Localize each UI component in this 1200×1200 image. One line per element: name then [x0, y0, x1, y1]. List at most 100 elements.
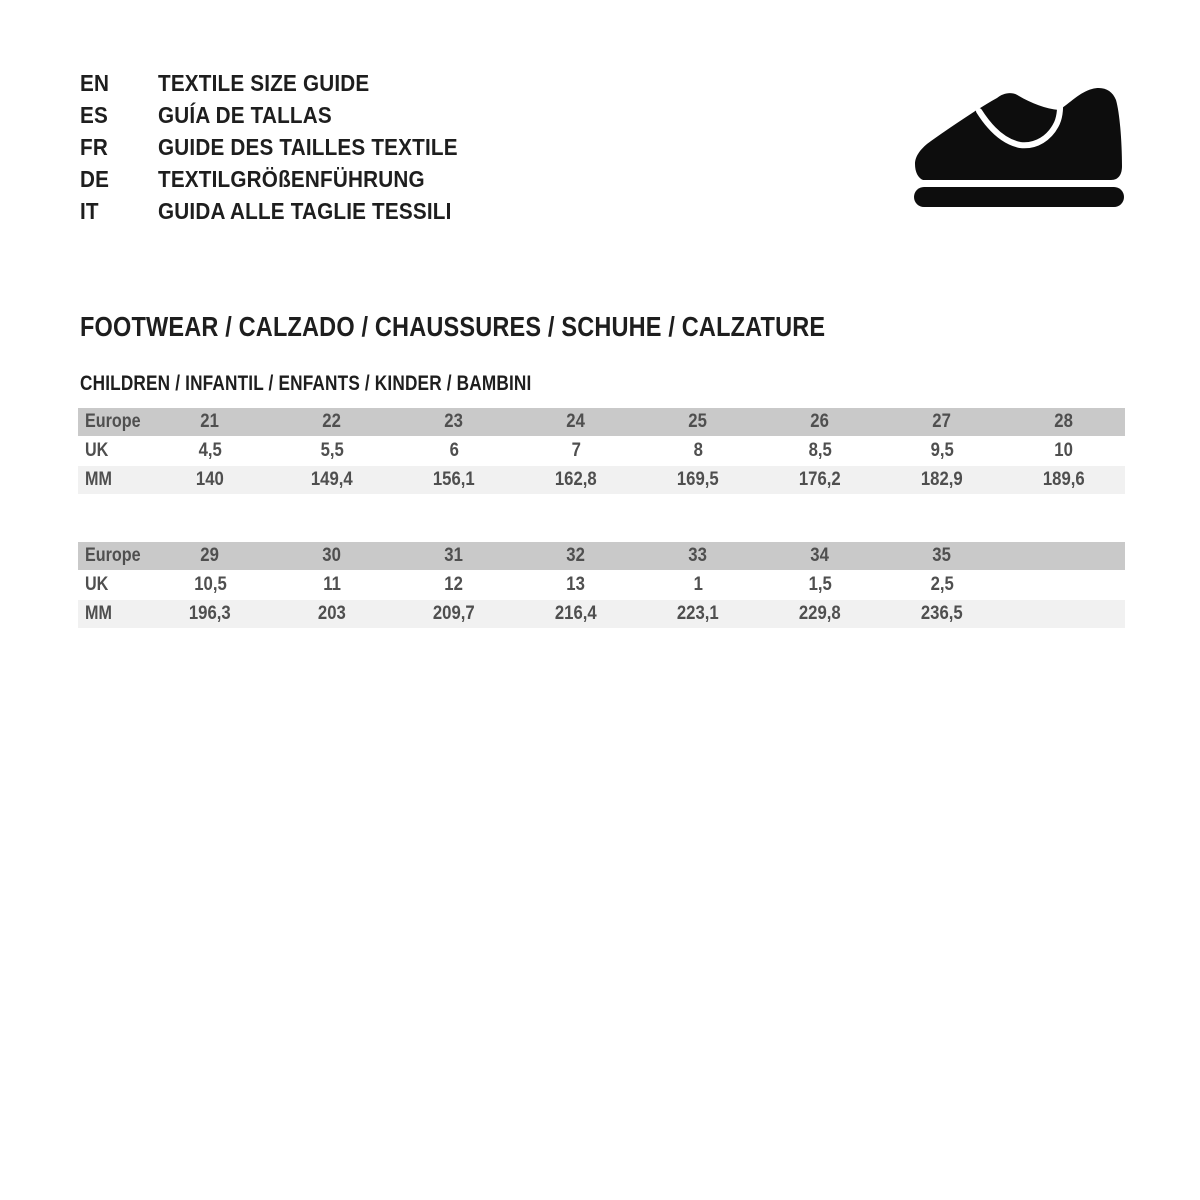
size-row-mm: MM 140 149,4 156,1 162,8 169,5 176,2 182,9 189,6	[78, 466, 1125, 494]
size-cell-text: 4,5	[198, 440, 222, 461]
language-row-it: IT GUIDA ALLE TAGLIE TESSILI	[80, 195, 491, 227]
size-cell: 216,4	[515, 600, 637, 628]
size-cell: 21	[149, 408, 271, 437]
size-cell-text: 176,2	[799, 469, 841, 490]
size-cell-text: 21	[200, 411, 220, 432]
size-cell: 22	[271, 408, 393, 437]
size-cell-text: 10	[1054, 440, 1074, 461]
language-code: DE	[80, 165, 110, 192]
size-cell: 140	[149, 466, 271, 494]
size-cell-text: 26	[810, 411, 830, 432]
size-cell-text: 22	[322, 411, 342, 432]
size-cell-text: 229,8	[799, 603, 841, 624]
size-cell: 176,2	[759, 466, 881, 494]
size-cell-text: 169,5	[677, 469, 719, 490]
row-label-text: Europe	[85, 545, 141, 566]
size-row-uk: UK 10,5 11 12 13 1 1,5 2,5	[78, 571, 1125, 600]
size-cell-text: 6	[449, 440, 459, 461]
size-cell: 10	[1003, 437, 1125, 466]
size-cell-text: 28	[1054, 411, 1074, 432]
size-cell-text: 13	[566, 574, 586, 595]
size-cell: 229,8	[759, 600, 881, 628]
size-cell: 31	[393, 542, 515, 571]
size-cell: 29	[149, 542, 271, 571]
row-label-text: MM	[85, 603, 112, 624]
size-cell: 4,5	[149, 437, 271, 466]
size-cell-text: 34	[810, 545, 830, 566]
size-cell: 35	[881, 542, 1003, 571]
children-shoe-icon	[913, 86, 1125, 208]
size-cell-text: 35	[932, 545, 952, 566]
language-row-en: EN TEXTILE SIZE GUIDE	[80, 67, 491, 99]
language-row-fr: FR GUIDE DES TAILLES TEXTILE	[80, 131, 491, 163]
row-label-text: UK	[85, 574, 109, 595]
size-cell: 196,3	[149, 600, 271, 628]
size-cell: 189,6	[1003, 466, 1125, 494]
size-cell: 33	[637, 542, 759, 571]
size-cell-text: 31	[444, 545, 464, 566]
size-cell-text: 209,7	[433, 603, 475, 624]
size-cell: 2,5	[881, 571, 1003, 600]
size-cell: 8,5	[759, 437, 881, 466]
row-label: UK	[78, 571, 149, 600]
size-cell-text: 29	[200, 545, 220, 566]
size-cell-text: 196,3	[189, 603, 231, 624]
size-cell-text: 33	[688, 545, 708, 566]
section-title: FOOTWEAR / CALZADO / CHAUSSURES / SCHUHE…	[80, 311, 826, 342]
children-size-table-2: Europe 29 30 31 32 33 34 35 UK 10,5 11 12 13 1 1,5 2,5 M…	[78, 542, 1125, 628]
size-cell: 9,5	[881, 437, 1003, 466]
size-cell-text: 162,8	[555, 469, 597, 490]
size-cell: 223,1	[637, 600, 759, 628]
size-cell: 34	[759, 542, 881, 571]
size-cell: 8	[637, 437, 759, 466]
size-row-europe: Europe 29 30 31 32 33 34 35	[78, 542, 1125, 571]
children-shoe-icon-svg	[914, 88, 1124, 207]
size-cell-text: 203	[318, 603, 346, 624]
language-code: EN	[80, 69, 110, 96]
row-label: MM	[78, 600, 149, 628]
size-cell-text: 182,9	[921, 469, 963, 490]
size-cell-text: 140	[196, 469, 224, 490]
size-cell-text: 223,1	[677, 603, 719, 624]
row-label: Europe	[78, 408, 149, 437]
size-cell-text: 7	[571, 440, 581, 461]
size-cell: 209,7	[393, 600, 515, 628]
size-cell: 1,5	[759, 571, 881, 600]
size-cell-text: 1	[693, 574, 703, 595]
size-cell: 24	[515, 408, 637, 437]
size-cell: 169,5	[637, 466, 759, 494]
size-cell-text: 189,6	[1043, 469, 1085, 490]
language-code: ES	[80, 101, 108, 128]
size-cell: 12	[393, 571, 515, 600]
size-cell-text: 11	[323, 574, 341, 595]
language-label: GUIDA ALLE TAGLIE TESSILI	[158, 197, 452, 224]
size-cell-text: 156,1	[433, 469, 475, 490]
size-cell-text: 12	[444, 574, 464, 595]
size-cell-text: 32	[566, 545, 586, 566]
row-label-text: UK	[85, 440, 109, 461]
size-cell: 25	[637, 408, 759, 437]
language-code: FR	[80, 133, 108, 160]
size-cell: 10,5	[149, 571, 271, 600]
size-cell-text: 8,5	[808, 440, 832, 461]
language-row-es: ES GUÍA DE TALLAS	[80, 99, 491, 131]
language-row-de: DE TEXTILGRÖßENFÜHRUNG	[80, 163, 491, 195]
language-label: GUIDE DES TAILLES TEXTILE	[158, 133, 458, 160]
size-cell-text: 5,5	[320, 440, 344, 461]
size-cell: 27	[881, 408, 1003, 437]
row-label: Europe	[78, 542, 149, 571]
children-size-table-1: Europe 21 22 23 24 25 26 27 28 UK 4,5 5,5 6 7 8 8,5 9,5 1…	[78, 408, 1125, 494]
size-cell: 203	[271, 600, 393, 628]
size-cell: 30	[271, 542, 393, 571]
size-cell-text: 23	[444, 411, 464, 432]
size-cell: 5,5	[271, 437, 393, 466]
size-cell: 32	[515, 542, 637, 571]
size-cell: 26	[759, 408, 881, 437]
size-cell-text: 9,5	[930, 440, 954, 461]
size-cell: 6	[393, 437, 515, 466]
language-label: GUÍA DE TALLAS	[158, 101, 332, 128]
size-cell-text: 1,5	[808, 574, 832, 595]
subsection-title: CHILDREN / INFANTIL / ENFANTS / KINDER /…	[80, 372, 532, 395]
row-label-text: Europe	[85, 411, 141, 432]
